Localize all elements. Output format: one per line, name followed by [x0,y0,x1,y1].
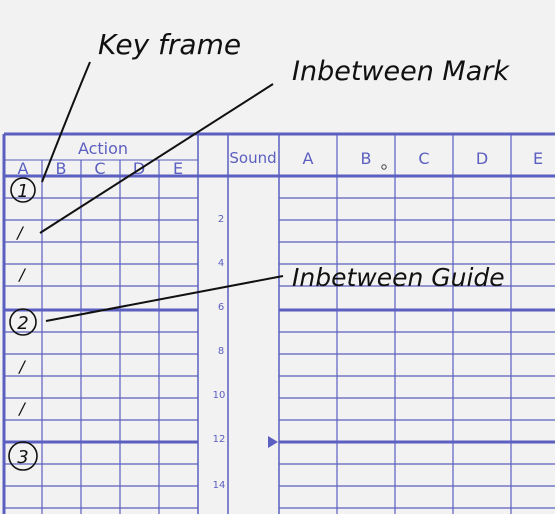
inbetween-mark: / [15,223,24,242]
sound-title: Sound [229,149,276,167]
frame-number: 6 [218,302,224,313]
frame-number: 2 [218,214,224,225]
inbetween-mark: / [17,265,26,284]
inbetween-guide-annotation: Inbetween Guide [292,263,505,292]
inbetween-mark: / [17,399,26,418]
frame-marker-icon [268,436,278,448]
svg-text:3: 3 [17,447,28,468]
action-col-c: C [94,159,105,178]
frame-number: 12 [213,434,226,445]
inbetween-mark-leader-line [39,83,274,234]
inbetween-mark: / [17,357,26,376]
frame-number: 10 [213,390,226,401]
action-col-b: B [56,159,67,178]
inbetween-guide-leader-line [45,275,284,322]
action-col-a: A [18,159,29,178]
svg-text:1: 1 [17,181,28,202]
action-title: Action [78,139,128,158]
cell-col-d: D [476,149,488,168]
sheet-grid [2,132,555,514]
key-frame-1: 1 [10,177,36,203]
cell-col-e: E [533,149,543,168]
frame-number: 8 [218,346,224,357]
cursor-dot-icon [381,164,387,170]
frame-number: 14 [213,480,226,491]
frame-number: 4 [218,258,224,269]
inbetween-mark-annotation: Inbetween Mark [292,56,510,87]
key-frame-2: 2 [9,308,37,336]
action-col-e: E [173,159,183,178]
key-frame-annotation: Key frame [98,28,241,61]
cell-col-b: B [361,149,372,168]
key-frame-3: 3 [8,441,38,471]
cell-col-a: A [303,149,314,168]
svg-text:2: 2 [17,313,28,334]
cell-col-c: C [418,149,429,168]
action-col-d: D [133,159,145,178]
key-frame-leader-line [41,61,91,183]
